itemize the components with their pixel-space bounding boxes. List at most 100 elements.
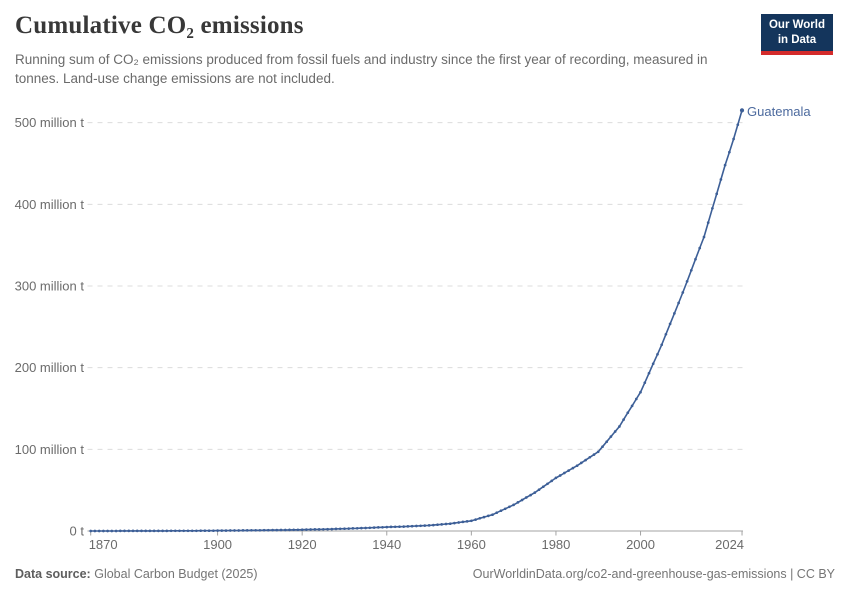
- data-point[interactable]: [317, 528, 321, 531]
- data-point[interactable]: [728, 150, 731, 154]
- data-point[interactable]: [135, 529, 139, 533]
- data-point[interactable]: [254, 528, 258, 532]
- data-point[interactable]: [664, 332, 668, 336]
- data-point[interactable]: [470, 519, 473, 523]
- data-point[interactable]: [169, 529, 173, 533]
- data-point[interactable]: [571, 466, 575, 470]
- data-point[interactable]: [431, 523, 435, 527]
- data-point[interactable]: [508, 505, 511, 509]
- data-point[interactable]: [415, 524, 418, 528]
- data-point[interactable]: [453, 521, 456, 525]
- owid-url-link[interactable]: OurWorldinData.org/co2-and-greenhouse-ga…: [472, 567, 835, 581]
- data-point[interactable]: [524, 496, 528, 499]
- data-point[interactable]: [402, 525, 406, 528]
- data-point[interactable]: [351, 527, 355, 530]
- data-point[interactable]: [626, 411, 630, 415]
- data-point[interactable]: [495, 511, 499, 515]
- data-point[interactable]: [474, 518, 477, 521]
- data-point[interactable]: [546, 482, 549, 486]
- data-point[interactable]: [148, 529, 152, 533]
- data-point[interactable]: [698, 246, 702, 250]
- data-point[interactable]: [609, 435, 613, 438]
- data-point[interactable]: [715, 192, 719, 196]
- data-point[interactable]: [330, 527, 334, 531]
- data-point[interactable]: [398, 525, 401, 529]
- data-point[interactable]: [579, 461, 583, 465]
- data-point[interactable]: [444, 522, 448, 526]
- data-point[interactable]: [186, 529, 190, 533]
- data-point[interactable]: [182, 529, 186, 533]
- data-point[interactable]: [529, 493, 532, 497]
- data-point[interactable]: [575, 464, 579, 468]
- data-point[interactable]: [550, 479, 554, 483]
- data-point[interactable]: [195, 529, 198, 533]
- data-point[interactable]: [554, 476, 558, 480]
- data-point[interactable]: [178, 529, 181, 533]
- data-point[interactable]: [499, 509, 503, 513]
- data-point[interactable]: [347, 527, 351, 530]
- data-point[interactable]: [613, 430, 617, 433]
- data-point[interactable]: [685, 280, 689, 283]
- data-point[interactable]: [596, 450, 600, 454]
- data-point[interactable]: [326, 527, 329, 531]
- data-point[interactable]: [279, 528, 283, 532]
- data-point[interactable]: [292, 528, 296, 532]
- data-point[interactable]: [622, 418, 625, 421]
- data-point[interactable]: [436, 523, 439, 527]
- data-point[interactable]: [647, 371, 651, 375]
- data-point[interactable]: [516, 501, 520, 504]
- data-point[interactable]: [233, 529, 236, 532]
- data-point[interactable]: [541, 485, 545, 489]
- data-point[interactable]: [567, 469, 570, 472]
- data-point[interactable]: [478, 516, 482, 520]
- data-point[interactable]: [334, 527, 338, 531]
- data-point[interactable]: [689, 268, 693, 272]
- data-point[interactable]: [719, 178, 723, 181]
- data-point[interactable]: [702, 235, 706, 239]
- data-point[interactable]: [694, 257, 697, 261]
- data-point[interactable]: [723, 163, 727, 167]
- data-point[interactable]: [250, 528, 253, 532]
- data-point[interactable]: [711, 206, 714, 210]
- data-point[interactable]: [203, 529, 207, 533]
- owid-logo[interactable]: Our World in Data: [760, 14, 833, 55]
- data-point[interactable]: [376, 526, 380, 529]
- data-point[interactable]: [102, 529, 105, 533]
- data-point[interactable]: [448, 522, 452, 526]
- data-point[interactable]: [157, 529, 160, 533]
- data-point[interactable]: [89, 529, 93, 533]
- data-point[interactable]: [618, 425, 621, 428]
- data-point[interactable]: [228, 529, 232, 532]
- data-point[interactable]: [309, 528, 312, 531]
- data-point[interactable]: [224, 529, 228, 532]
- data-point[interactable]: [140, 529, 143, 533]
- data-point[interactable]: [592, 453, 596, 456]
- data-point[interactable]: [372, 526, 376, 529]
- data-point[interactable]: [144, 529, 148, 533]
- data-point[interactable]: [673, 312, 676, 315]
- data-point[interactable]: [389, 525, 393, 529]
- data-point[interactable]: [296, 528, 300, 532]
- data-point[interactable]: [630, 404, 634, 408]
- data-point[interactable]: [118, 529, 122, 533]
- data-point[interactable]: [660, 343, 664, 347]
- data-point[interactable]: [427, 524, 431, 527]
- data-point[interactable]: [262, 528, 266, 532]
- data-point[interactable]: [313, 528, 317, 531]
- data-point[interactable]: [681, 291, 685, 294]
- data-point[interactable]: [601, 445, 604, 449]
- data-point[interactable]: [288, 528, 291, 532]
- data-point[interactable]: [241, 529, 245, 532]
- data-point[interactable]: [461, 520, 465, 524]
- data-point[interactable]: [237, 529, 241, 532]
- data-point[interactable]: [385, 525, 389, 529]
- data-point[interactable]: [634, 397, 638, 401]
- data-point[interactable]: [584, 458, 587, 462]
- data-point[interactable]: [410, 524, 414, 528]
- data-point[interactable]: [512, 503, 515, 507]
- data-point[interactable]: [266, 528, 270, 532]
- data-point[interactable]: [520, 498, 524, 502]
- data-point[interactable]: [537, 488, 541, 492]
- data-point[interactable]: [563, 471, 566, 475]
- data-point[interactable]: [343, 527, 346, 531]
